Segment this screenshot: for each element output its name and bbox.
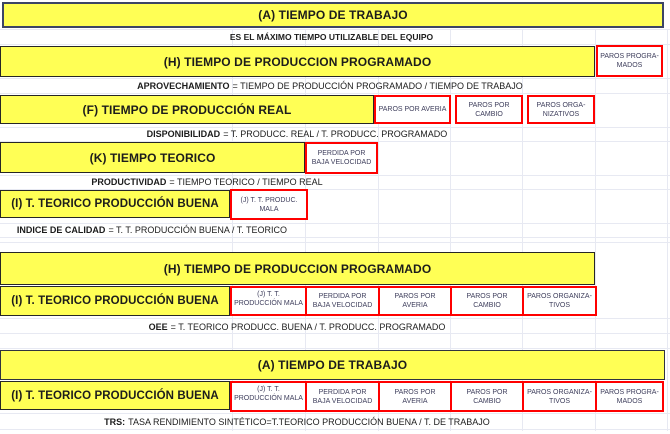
caption-term: TRS: [104,417,126,427]
loss-box-paros-averia-2: PAROS POR AVERIA [378,286,452,316]
loss-box-label: (J) T. T. PRODUCCIÓN MALA [234,386,303,402]
loss-box-label: PAROS PROGRA-MADOS [600,388,659,405]
loss-box-paros-organizativos-3: PAROS ORGANIZA-TIVOS [522,381,597,412]
loss-box-perdida-velocidad-3: PERDIDA POR BAJA VELOCIDAD [305,381,380,412]
bar-tiempo-teorico: (K) TIEMPO TEORICO [0,142,305,173]
caption-aprovechamiento: APROVECHAMIENTO = TIEMPO DE PRODUCCIÓN P… [0,79,660,93]
caption-trabajo-note: ES EL MÁXIMO TIEMPO UTILIZABLE DEL EQUIP… [0,29,666,44]
loss-box-perdida-velocidad: PERDIDA POR BAJA VELOCIDAD [305,142,378,174]
loss-box-produccion-mala: (J) T. T. PRODUC. MALA [230,189,308,220]
gridline-vertical [667,29,668,431]
caption-formula: TASA RENDIMIENTO SINTÉTICO=T.TEORICO PRO… [128,417,490,427]
loss-box-paros-cambio-2: PAROS POR CAMBIO [450,286,524,316]
bar-produccion-programado: (H) TIEMPO DE PRODUCCION PROGRAMADO [0,46,595,77]
loss-box-label: PAROS ORGA-NIZATIVOS [536,101,586,118]
loss-box-label: PAROS ORGANIZA-TIVOS [527,388,592,405]
loss-box-label: PAROS POR CAMBIO [468,101,510,118]
gridline-horizontal [0,223,670,224]
gridline-vertical [450,29,451,431]
loss-box-label: PERDIDA POR BAJA VELOCIDAD [312,293,373,309]
loss-box-label: (J) T. T. PRODUCCIÓN MALA [234,291,303,307]
caption-disponibilidad: DISPONIBILIDAD = T. PRODUCC. REAL / T. P… [0,127,594,141]
caption-productividad: PRODUCTIVIDAD = TIEMPO TEORICO / TIEMPO … [0,175,414,189]
bar-label: (H) TIEMPO DE PRODUCCION PROGRAMADO [163,261,432,276]
loss-box-produccion-mala-2: (J) T. T. PRODUCCIÓN MALA [230,286,307,316]
gridline-horizontal [0,242,670,243]
caption-term: APROVECHAMIENTO [137,81,230,91]
gridline-horizontal [0,429,670,430]
loss-box-label: PERDIDA POR BAJA VELOCIDAD [311,150,372,166]
gridline-horizontal [0,141,670,142]
bar-label: (A) TIEMPO DE TRABAJO [257,358,408,372]
gridline-horizontal [0,44,670,45]
caption-text: ES EL MÁXIMO TIEMPO UTILIZABLE DEL EQUIP… [229,31,434,42]
gridline-horizontal [0,175,670,176]
gridline-horizontal [0,127,670,128]
gridline-vertical [232,29,233,431]
gridline-horizontal [0,333,670,334]
loss-box-paros-averia: PAROS POR AVERIA [374,95,451,124]
loss-box-paros-organizativos: PAROS ORGA-NIZATIVOS [527,95,595,124]
bar-tiempo-de-trabajo: (A) TIEMPO DE TRABAJO [2,2,664,28]
bar-teorico-produccion-buena-2: (I) T. TEORICO PRODUCCIÓN BUENA [0,286,230,316]
caption-term: PRODUCTIVIDAD [91,177,167,187]
caption-formula: = TIEMPO DE PRODUCCIÓN PROGRAMADO / TIEM… [232,81,523,91]
caption-trs: TRS: TASA RENDIMIENTO SINTÉTICO=T.TEORIC… [0,415,594,429]
loss-box-label: PERDIDA POR BAJA VELOCIDAD [312,388,373,405]
loss-box-label: PAROS POR CAMBIO [466,293,508,309]
caption-formula: = T. TEORICO PRODUCC. BUENA / T. PRODUCC… [170,322,446,332]
bar-produccion-programado-2: (H) TIEMPO DE PRODUCCION PROGRAMADO [0,252,595,285]
gridline-horizontal [0,189,670,190]
loss-box-paros-cambio: PAROS POR CAMBIO [455,95,523,124]
bar-label: (I) T. TEORICO PRODUCCIÓN BUENA [11,295,219,307]
loss-box-paros-averia-3: PAROS POR AVERIA [378,381,452,412]
bar-label: (H) TIEMPO DE PRODUCCION PROGRAMADO [163,54,432,69]
loss-box-label: (J) T. T. PRODUC. MALA [240,196,298,213]
bar-teorico-produccion-buena-3: (I) T. TEORICO PRODUCCIÓN BUENA [0,381,230,410]
gridline-horizontal [0,348,670,349]
gridline-horizontal [0,413,670,414]
bar-label: (F) TIEMPO DE PRODUCCIÓN REAL [82,102,292,117]
loss-box-paros-programados: PAROS PROGRA-MADOS [596,45,663,77]
caption-oee: OEE = T. TEORICO PRODUCC. BUENA / T. PRO… [0,320,594,334]
loss-box-paros-cambio-3: PAROS POR CAMBIO [450,381,524,412]
bar-tiempo-de-trabajo-2: (A) TIEMPO DE TRABAJO [0,350,665,380]
gridline-vertical [595,29,596,431]
bar-produccion-real: (F) TIEMPO DE PRODUCCIÓN REAL [0,95,374,124]
loss-box-produccion-mala-3: (J) T. T. PRODUCCIÓN MALA [230,381,307,412]
caption-formula: = T. PRODUCC. REAL / T. PRODUCC. PROGRAM… [223,129,448,139]
loss-box-label: PAROS POR CAMBIO [466,388,508,405]
gridline-horizontal [0,237,670,238]
caption-indice-calidad: INDICE DE CALIDAD = T. T. PRODUCCIÓN BUE… [0,223,304,237]
loss-box-label: PAROS POR AVERIA [378,106,447,113]
bar-teorico-produccion-buena: (I) T. TEORICO PRODUCCIÓN BUENA [0,190,230,218]
gridline-horizontal [0,318,670,319]
loss-box-paros-programados-3: PAROS PROGRA-MADOS [595,381,664,412]
bar-label: (A) TIEMPO DE TRABAJO [258,8,408,22]
loss-box-label: PAROS ORGANIZA-TIVOS [527,293,592,309]
caption-term: OEE [148,322,168,332]
bar-label: (I) T. TEORICO PRODUCCIÓN BUENA [11,198,219,210]
loss-box-label: PAROS POR AVERIA [394,293,436,309]
caption-formula: = T. T. PRODUCCIÓN BUENA / T. TEORICO [108,225,288,235]
loss-box-label: PAROS PROGRA-MADOS [600,53,659,69]
loss-box-label: PAROS POR AVERIA [394,388,436,405]
gridline-horizontal [0,29,670,30]
loss-box-paros-organizativos-2: PAROS ORGANIZA-TIVOS [522,286,597,316]
bar-label: (K) TIEMPO TEORICO [89,150,216,165]
gridline-horizontal [0,78,670,79]
caption-term: DISPONIBILIDAD [146,129,221,139]
caption-term: INDICE DE CALIDAD [16,225,106,235]
gridline-horizontal [0,93,670,94]
gridline-vertical [522,29,523,431]
gridline-vertical [378,29,379,431]
bar-label: (I) T. TEORICO PRODUCCIÓN BUENA [11,389,219,402]
loss-box-perdida-velocidad-2: PERDIDA POR BAJA VELOCIDAD [305,286,380,316]
caption-formula: = TIEMPO TEORICO / TIEMPO REAL [169,177,323,187]
gridline-vertical [305,29,306,431]
